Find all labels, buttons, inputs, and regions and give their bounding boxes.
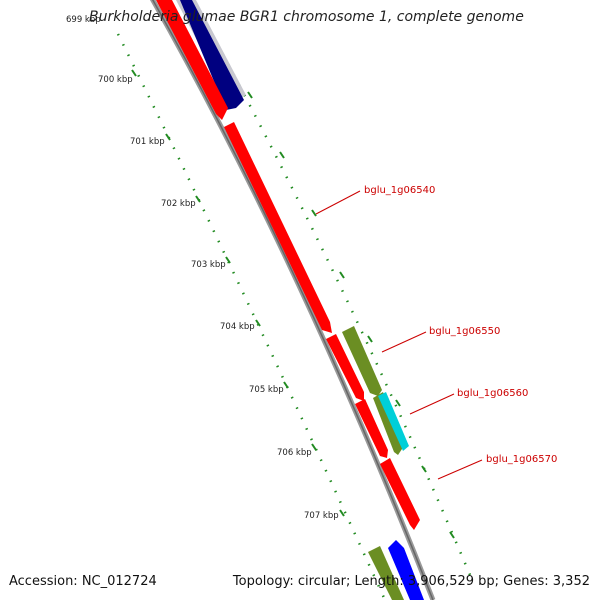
kbp-label-702: 702 kbp [161, 199, 196, 209]
gene-blue-bottom [388, 540, 424, 600]
gene-bglu_1g06540 [224, 122, 332, 333]
kbp-label-704: 704 kbp [220, 322, 255, 332]
inner-major-ticks [131, 69, 345, 517]
gene-label-bglu_1g06570[interactable]: bglu_1g06570 [486, 454, 557, 465]
gene-bglu_1g06570 [380, 458, 420, 530]
gene-bglu_1g06550 [342, 326, 382, 396]
map-title: Burkholderia glumae BGR1 chromosome 1, c… [89, 9, 524, 25]
gene-olive-bottom [368, 546, 404, 600]
kbp-label-706: 706 kbp [277, 448, 312, 458]
gene-label-bglu_1g06550[interactable]: bglu_1g06550 [429, 326, 500, 337]
kbp-label-699: 699 kbp [66, 15, 101, 25]
gene-red-3 [355, 399, 388, 458]
ruler-track [116, 33, 387, 600]
gene-olive-2 [373, 392, 404, 455]
gene-label-lines [315, 190, 483, 480]
kbp-label-700: 700 kbp [98, 75, 133, 85]
genome-summary-text: Topology: circular; Length: 3,906,529 bp… [232, 574, 590, 589]
gene-label-bglu_1g06560[interactable]: bglu_1g06560 [457, 388, 528, 399]
kbp-label-703: 703 kbp [191, 260, 226, 270]
accession-text: Accession: NC_012724 [9, 574, 157, 589]
gene-red-2 [326, 334, 364, 401]
kbp-label-701: 701 kbp [130, 137, 165, 147]
gene-red-top [156, 0, 228, 120]
kbp-label-705: 705 kbp [249, 385, 284, 395]
outer-tick-track [210, 33, 472, 576]
gene-bglu_1g06560 [378, 392, 409, 451]
chromosome-backbone [149, 0, 436, 600]
gene-label-bglu_1g06540[interactable]: bglu_1g06540 [364, 185, 435, 196]
outer-major-ticks [247, 91, 455, 539]
gene-navy-top [180, 0, 244, 110]
kbp-label-707: 707 kbp [304, 511, 339, 521]
